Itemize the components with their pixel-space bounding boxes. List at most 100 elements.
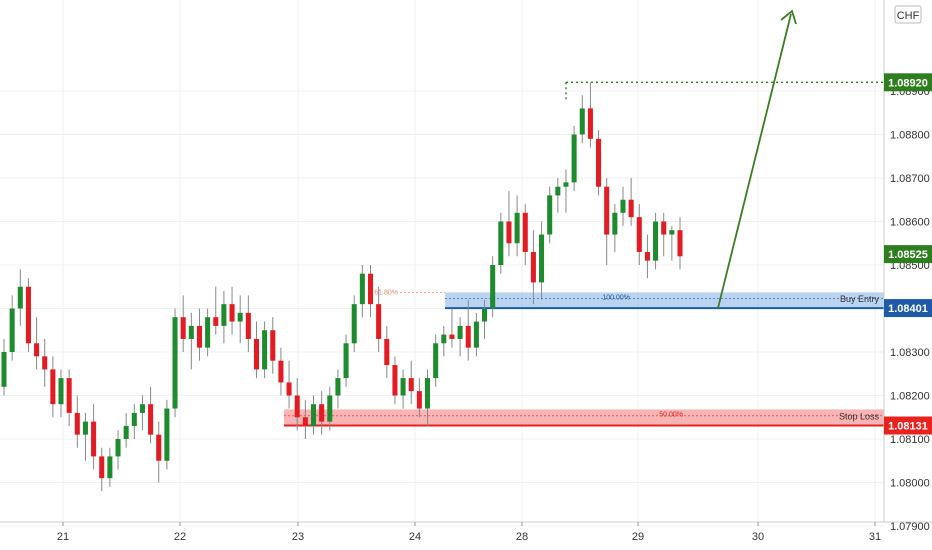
candle-body (278, 360, 284, 383)
projection-arrowhead (780, 9, 797, 25)
candle (9, 295, 15, 361)
projection-arrow (717, 13, 792, 309)
currency-badge[interactable]: CHF (894, 5, 922, 24)
candle (34, 317, 40, 370)
candle-body (164, 408, 170, 461)
candle-body (270, 330, 276, 361)
candle-body (514, 212, 520, 244)
y-tick-label: 1.07900 (890, 521, 930, 533)
candle (278, 347, 284, 396)
price-tag-label: 1.08131 (888, 421, 928, 433)
candle-body (596, 138, 602, 187)
candle-body (653, 221, 659, 261)
candle-body (221, 304, 227, 326)
candle-body (286, 382, 292, 396)
zone-label: Stop Loss (839, 411, 880, 421)
x-tick-label: 23 (292, 531, 304, 543)
candle-body (669, 230, 675, 235)
candle (327, 386, 333, 431)
candle (107, 447, 113, 487)
candle (433, 334, 439, 387)
candle-body (490, 265, 496, 309)
candle-body (604, 186, 610, 235)
candle (424, 369, 431, 426)
candle-body (66, 378, 72, 413)
candle-body (677, 230, 683, 257)
candle (653, 212, 659, 270)
candle (376, 286, 382, 352)
candle (392, 356, 398, 405)
candle (465, 299, 471, 361)
x-axis[interactable]: 21 22 23 24 28 29 30 31 (57, 522, 881, 543)
candle (490, 256, 496, 318)
candle (123, 412, 129, 448)
candle-body (563, 182, 569, 187)
annotations (565, 9, 884, 309)
candle-body (498, 221, 504, 265)
candle-body (123, 425, 129, 439)
candle-body (449, 334, 455, 339)
candle (441, 325, 447, 357)
candle (620, 186, 626, 226)
y-tick-label: 1.08700 (890, 173, 930, 185)
candle-body (319, 404, 325, 422)
candle (1, 338, 7, 396)
candle (335, 369, 341, 409)
candle (449, 308, 455, 348)
candle-body (457, 325, 463, 339)
candle-body (327, 395, 333, 422)
candle-body (294, 395, 300, 418)
plot-area[interactable] (0, 0, 884, 522)
candle-body (91, 421, 97, 457)
candle (587, 82, 593, 148)
candle-body (139, 404, 145, 413)
y-tick-label: 1.08600 (890, 217, 930, 229)
candle (82, 412, 88, 461)
candle (612, 204, 618, 252)
candle (25, 278, 31, 352)
candle-body (196, 325, 202, 348)
candle (58, 369, 64, 418)
candle-body (441, 334, 447, 344)
x-tick-label: 30 (752, 531, 764, 543)
candle-body (400, 378, 406, 396)
candle (50, 356, 56, 418)
candle (115, 430, 121, 470)
price-tag (884, 73, 932, 92)
candle (661, 212, 667, 257)
candle (498, 212, 504, 274)
candle (286, 360, 292, 409)
candle (229, 286, 235, 335)
candle-body (172, 317, 178, 409)
candle (164, 399, 170, 470)
y-tick-label: 1.08000 (890, 478, 930, 490)
candle (482, 299, 488, 339)
candle-body (188, 325, 194, 339)
candle-body (636, 217, 642, 252)
candle-body (506, 221, 512, 244)
candle (221, 291, 227, 344)
candle (547, 186, 553, 244)
candle-body (115, 439, 121, 457)
candle (571, 125, 577, 192)
candle (677, 217, 683, 270)
candle-body (482, 308, 488, 322)
candle-body (612, 212, 618, 235)
candles (1, 82, 683, 492)
candle (628, 178, 634, 226)
y-tick-label: 1.08800 (890, 130, 930, 142)
candle-body (156, 434, 162, 461)
candle-body (25, 286, 31, 344)
candle (351, 295, 357, 352)
price-tag-label: 1.08401 (888, 303, 928, 315)
zone-1 (284, 409, 884, 426)
candle (205, 308, 211, 357)
y-tick-label: 1.08200 (890, 391, 930, 403)
candle (384, 325, 390, 379)
candle (42, 338, 48, 387)
candle-body (335, 378, 341, 396)
x-tick-label: 29 (632, 531, 644, 543)
candle (310, 395, 317, 435)
candle-body (587, 108, 593, 139)
